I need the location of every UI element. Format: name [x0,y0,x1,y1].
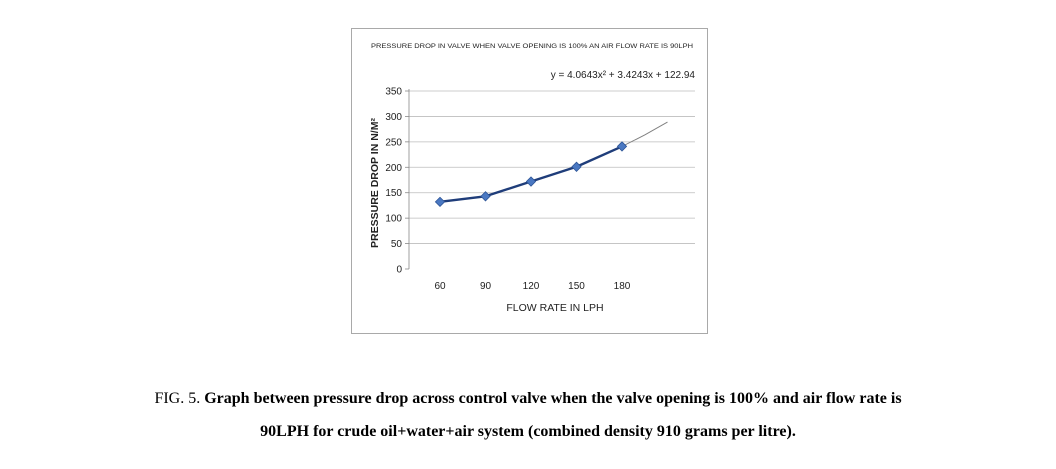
x-tick-label: 90 [480,281,492,292]
y-tick-label: 0 [396,265,402,276]
grid-lines [409,90,695,244]
series-layer [434,141,628,208]
y-tick-label: 250 [385,137,402,148]
trendline [439,121,668,203]
data-point-marker [480,191,491,202]
trendline-layer [439,121,668,203]
y-axis: 0 50 100 150 200 250 300 350 [385,87,410,276]
chart-title: PRESSURE DROP IN VALVE WHEN VALVE OPENIN… [371,43,693,50]
caption-text-line-1: Graph between pressure drop across contr… [204,390,902,407]
caption-line-1: FIG. 5. Graph between pressure drop acro… [0,382,1056,415]
trendline-equation: y = 4.0643x² + 3.4243x + 122.94 [551,70,696,81]
x-axis-label: FLOW RATE IN LPH [506,302,603,314]
y-axis-label: PRESSURE DROP IN N/M² [369,118,381,248]
y-tick-label: 200 [385,163,402,174]
caption-line-2: 90LPH for crude oil+water+air system (co… [260,423,796,440]
figure-caption: FIG. 5. Graph between pressure drop acro… [0,382,1056,448]
x-tick-label: 150 [568,281,585,292]
chart-frame: PRESSURE DROP IN VALVE WHEN VALVE OPENIN… [351,28,708,334]
y-tick-label: 300 [385,112,402,123]
y-tick-label: 350 [385,87,402,98]
x-tick-label: 120 [523,281,540,292]
data-point-marker [616,141,628,152]
caption-prefix: FIG. 5. [154,390,205,407]
y-tick-label: 150 [385,188,402,199]
x-tick-label: 60 [434,281,446,292]
y-tick-label: 50 [391,239,403,250]
x-axis: 60 90 120 150 180 [434,281,630,292]
y-tick-label: 100 [385,214,402,225]
series-line [439,145,623,204]
data-point-marker [525,176,537,187]
data-point-marker [571,161,582,172]
data-point-marker [434,196,446,208]
x-tick-label: 180 [614,281,631,292]
line-chart: PRESSURE DROP IN VALVE WHEN VALVE OPENIN… [369,43,696,314]
